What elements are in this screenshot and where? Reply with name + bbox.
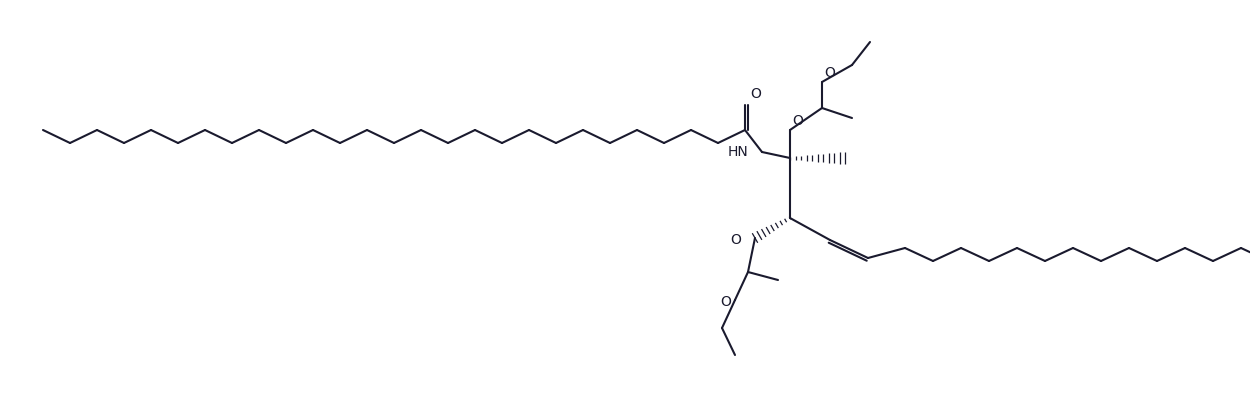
Text: O: O xyxy=(730,233,741,247)
Text: O: O xyxy=(792,114,802,128)
Text: O: O xyxy=(824,66,835,80)
Text: O: O xyxy=(720,295,731,309)
Text: O: O xyxy=(750,87,761,101)
Text: HN: HN xyxy=(728,145,748,159)
